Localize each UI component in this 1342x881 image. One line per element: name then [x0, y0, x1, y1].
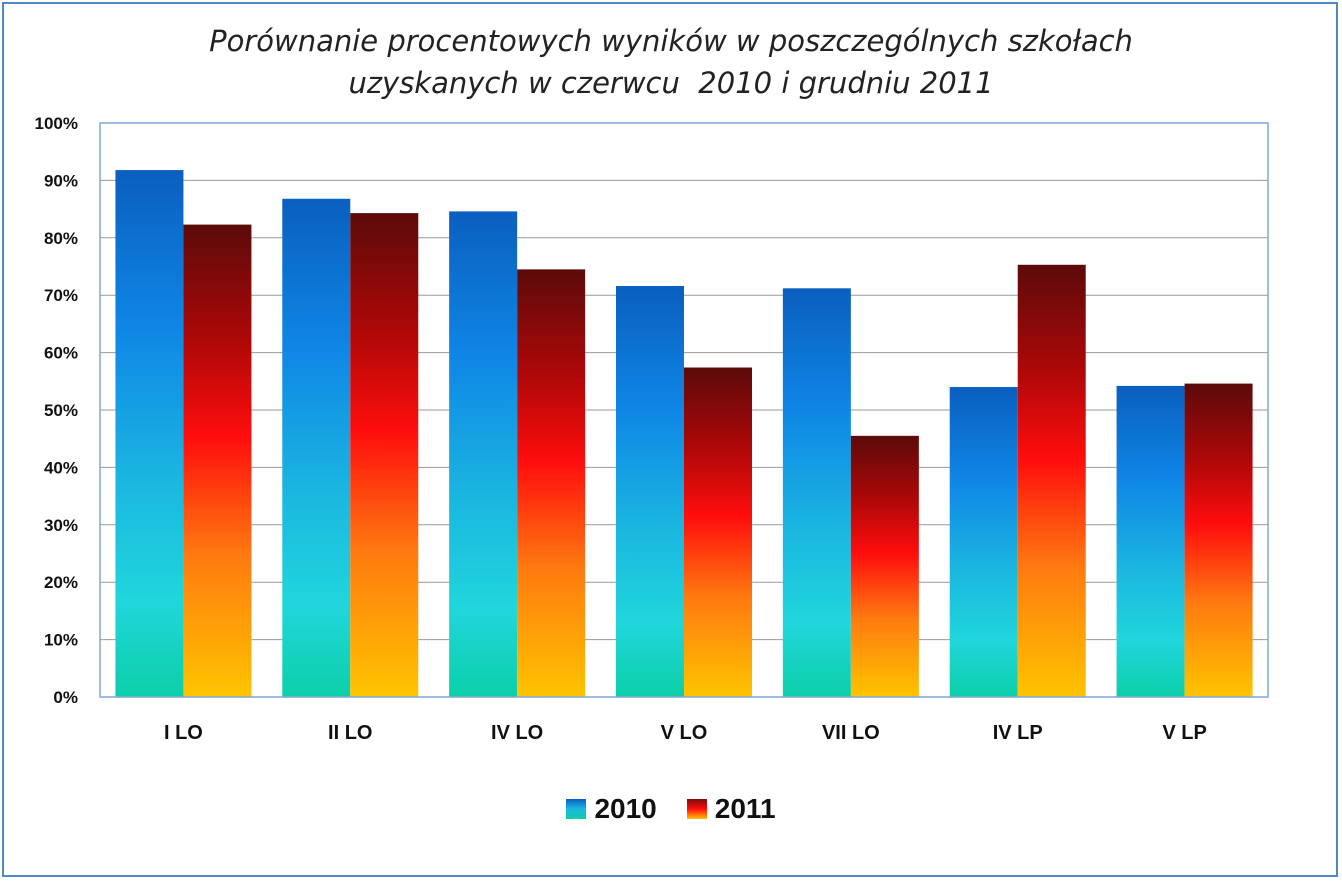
chart-title-line-1: Porównanie procentowych wyników w poszcz… [209, 24, 1133, 58]
y-tick-label: 60% [44, 344, 78, 363]
bar-2011-iv-lp [1017, 264, 1086, 697]
bar-2011-vii-lo [850, 435, 919, 697]
chart-title: Porównanie procentowych wyników w poszcz… [0, 20, 1342, 104]
bar-2011-iv-lo [517, 269, 586, 697]
x-tick-label: IV LP [993, 722, 1043, 744]
bar-2010-v-lo [616, 286, 684, 697]
legend-swatch-2011 [686, 799, 707, 819]
bar-2010-i-lo [115, 170, 184, 697]
legend-item-2010: 2010 [566, 793, 657, 825]
bar-2011-i-lo [183, 224, 252, 697]
x-tick-label: IV LO [491, 722, 543, 744]
legend-label-2011: 2011 [714, 793, 776, 824]
bar-2010-vii-lo [782, 288, 851, 697]
x-tick-label: II LO [328, 722, 372, 744]
x-tick-label: V LP [1162, 722, 1206, 744]
y-tick-label: 70% [44, 286, 78, 305]
x-tick-label: V LO [661, 722, 708, 744]
x-tick-label: I LO [164, 722, 203, 744]
bar-2011-v-lo [684, 367, 752, 697]
y-tick-label: 50% [44, 401, 78, 420]
y-tick-label: 10% [44, 631, 78, 650]
y-tick-label: 90% [44, 171, 78, 190]
y-tick-label: 30% [44, 516, 78, 535]
bar-2010-iv-lp [949, 387, 1018, 697]
chart-title-line-2: uzyskanych w czerwcu 2010 i grudniu 2011 [348, 66, 994, 100]
bar-2011-v-lp [1184, 383, 1253, 697]
x-tick-label: VII LO [822, 722, 880, 744]
bar-2010-v-lp [1116, 385, 1185, 697]
bar-2010-ii-lo [282, 198, 351, 697]
y-tick-label: 80% [44, 229, 78, 248]
bar-2011-ii-lo [350, 213, 419, 698]
y-tick-label: 100% [35, 114, 78, 133]
bar-2010-iv-lo [449, 211, 518, 697]
legend-label-2010: 2010 [594, 793, 657, 824]
y-tick-label: 0% [53, 688, 78, 707]
plot-area-border [99, 122, 1269, 698]
legend: 2010 2011 [0, 793, 1342, 825]
legend-item-2011: 2011 [686, 793, 776, 825]
y-tick-label: 40% [44, 458, 78, 477]
legend-swatch-2010 [566, 799, 587, 819]
y-tick-label: 20% [44, 573, 78, 592]
